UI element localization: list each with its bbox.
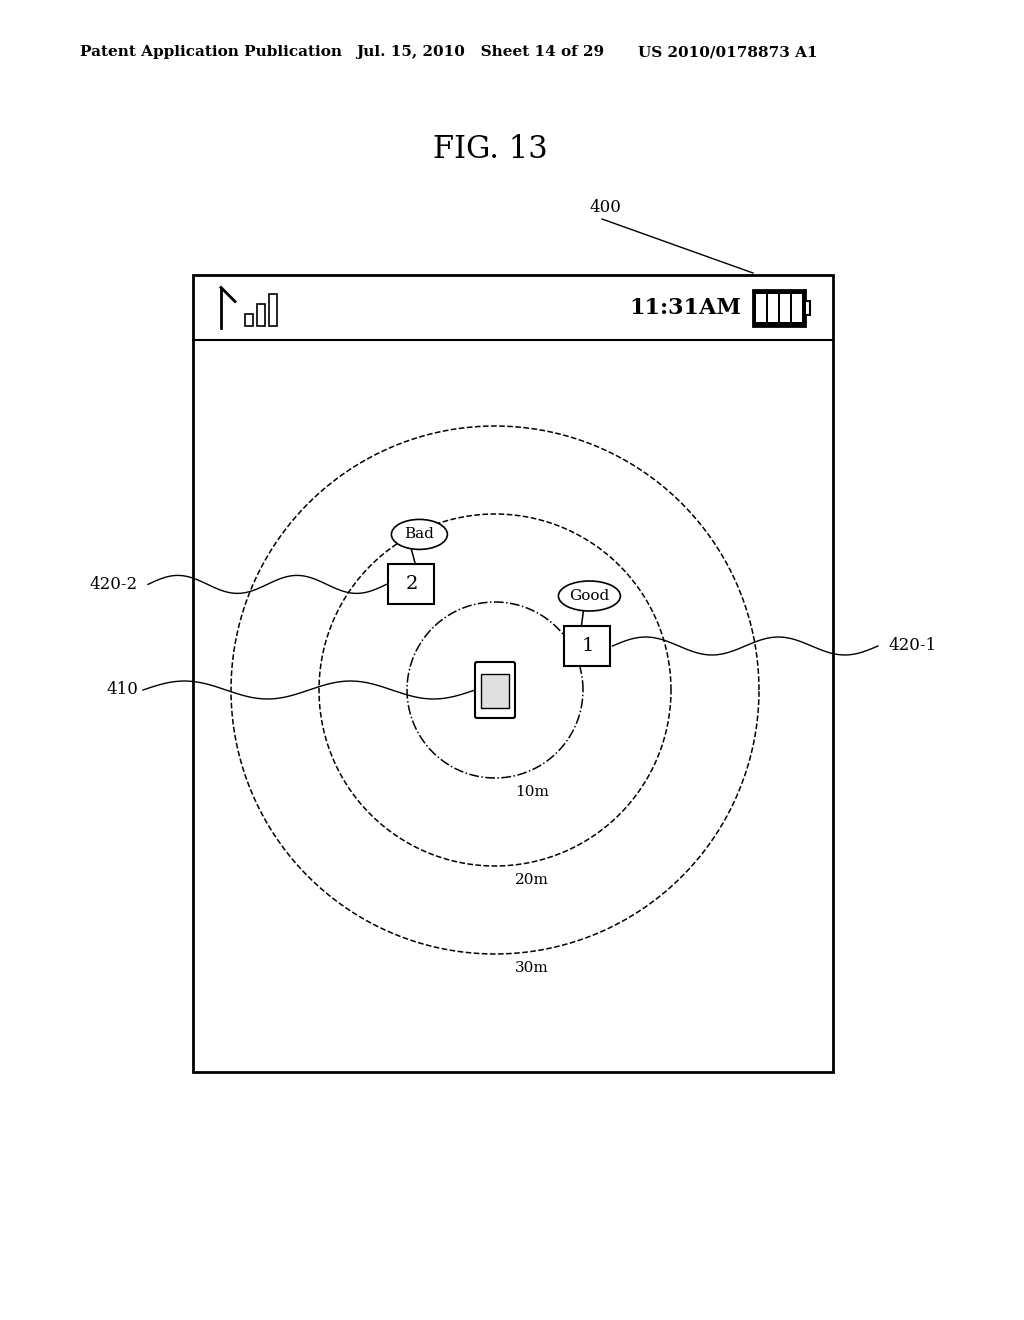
- Bar: [753, 289, 805, 326]
- Text: Patent Application Publication: Patent Application Publication: [80, 45, 342, 59]
- Text: US 2010/0178873 A1: US 2010/0178873 A1: [638, 45, 817, 59]
- Text: 20m: 20m: [515, 873, 549, 887]
- Text: 420-1: 420-1: [888, 638, 936, 655]
- Text: 10m: 10m: [515, 785, 549, 799]
- Text: 1: 1: [582, 638, 594, 655]
- Text: FIG. 13: FIG. 13: [432, 135, 548, 165]
- Bar: [792, 293, 802, 322]
- Text: 400: 400: [589, 198, 621, 215]
- Bar: [193, 275, 833, 1072]
- Text: Bad: Bad: [404, 528, 434, 541]
- Bar: [768, 293, 778, 322]
- FancyBboxPatch shape: [475, 663, 515, 718]
- Text: Good: Good: [569, 589, 609, 603]
- Text: 30m: 30m: [515, 961, 549, 975]
- Text: Jul. 15, 2010   Sheet 14 of 29: Jul. 15, 2010 Sheet 14 of 29: [356, 45, 604, 59]
- Text: 410: 410: [106, 681, 138, 698]
- Bar: [564, 626, 610, 667]
- Text: 2: 2: [406, 576, 418, 594]
- Text: 420-2: 420-2: [90, 576, 138, 593]
- Bar: [388, 565, 434, 605]
- Bar: [481, 675, 509, 708]
- Bar: [245, 314, 253, 326]
- Bar: [269, 293, 278, 326]
- Ellipse shape: [558, 581, 621, 611]
- Bar: [780, 293, 790, 322]
- Bar: [805, 301, 810, 314]
- Bar: [756, 293, 766, 322]
- Text: 11:31AM: 11:31AM: [629, 297, 741, 318]
- Ellipse shape: [391, 519, 447, 549]
- Bar: [257, 304, 265, 326]
